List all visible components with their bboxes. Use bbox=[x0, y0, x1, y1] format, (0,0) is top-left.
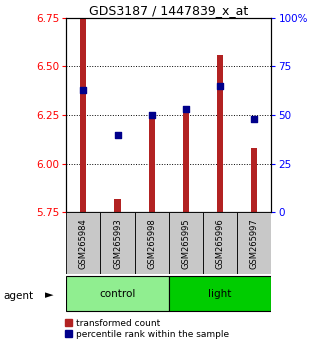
Point bbox=[115, 132, 120, 137]
Text: light: light bbox=[209, 289, 232, 299]
Bar bbox=[169, 212, 203, 274]
Bar bbox=[251, 148, 258, 212]
Text: GSM265997: GSM265997 bbox=[250, 218, 259, 269]
Point bbox=[149, 112, 154, 118]
Text: GSM265998: GSM265998 bbox=[147, 218, 156, 269]
Bar bbox=[135, 212, 169, 274]
Point bbox=[81, 87, 86, 92]
Bar bbox=[149, 115, 155, 212]
Text: GSM265996: GSM265996 bbox=[215, 218, 225, 269]
Legend: transformed count, percentile rank within the sample: transformed count, percentile rank withi… bbox=[64, 318, 230, 340]
Bar bbox=[169, 276, 271, 312]
Text: GSM265984: GSM265984 bbox=[79, 218, 88, 269]
Bar bbox=[217, 55, 223, 212]
Point bbox=[183, 106, 189, 112]
Point bbox=[252, 116, 257, 122]
Bar bbox=[203, 212, 237, 274]
Title: GDS3187 / 1447839_x_at: GDS3187 / 1447839_x_at bbox=[89, 4, 249, 17]
Bar bbox=[115, 199, 120, 212]
Text: GSM265993: GSM265993 bbox=[113, 218, 122, 269]
Text: control: control bbox=[99, 289, 136, 299]
Point bbox=[217, 83, 223, 88]
Bar bbox=[80, 18, 86, 212]
Bar bbox=[66, 276, 169, 312]
Text: ►: ► bbox=[45, 291, 53, 301]
Text: agent: agent bbox=[3, 291, 33, 301]
Bar bbox=[237, 212, 271, 274]
Text: GSM265995: GSM265995 bbox=[181, 218, 190, 269]
Bar bbox=[183, 111, 189, 212]
Bar bbox=[66, 212, 100, 274]
Bar bbox=[100, 212, 135, 274]
